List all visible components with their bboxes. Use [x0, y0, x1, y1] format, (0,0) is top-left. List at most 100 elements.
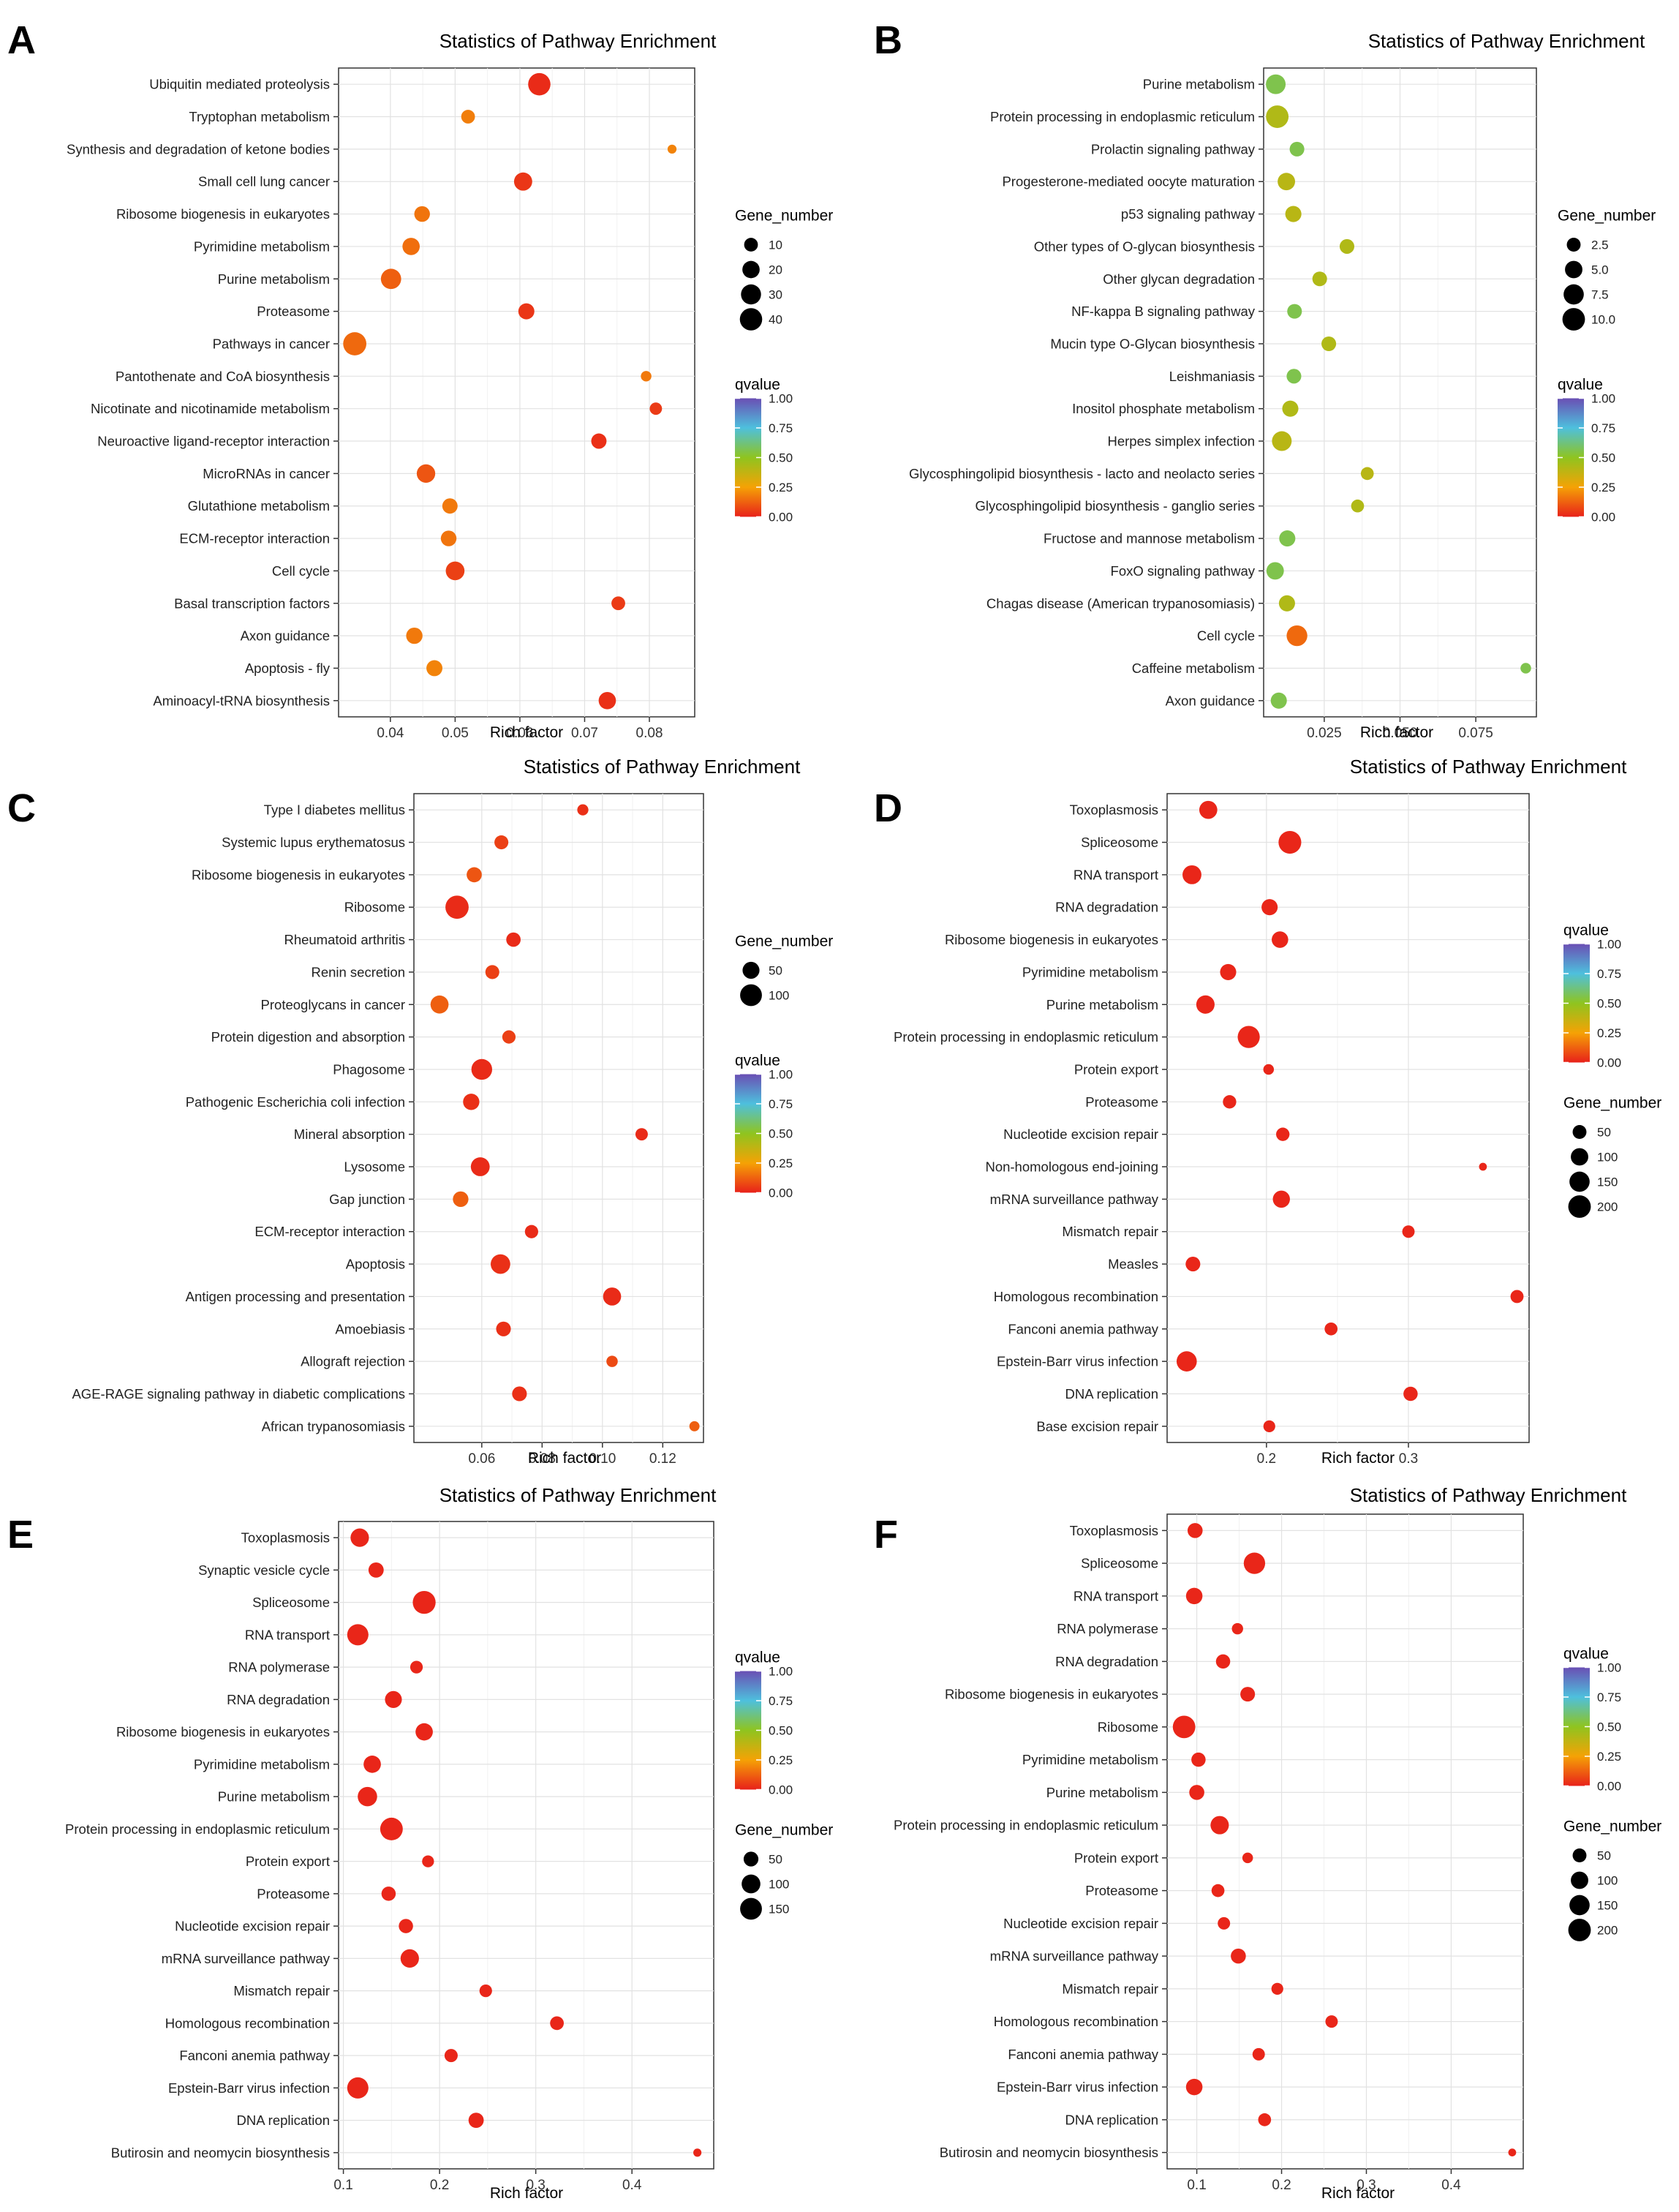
- size-legend-label: 30: [769, 288, 782, 302]
- y-tick-label: Axon guidance: [1166, 693, 1255, 708]
- panel-letter: C: [7, 786, 36, 830]
- chart-title: Statistics of Pathway Enrichment: [439, 30, 717, 52]
- y-tick-label: Lysosome: [344, 1159, 405, 1175]
- color-legend-label: 0.25: [769, 1753, 793, 1767]
- data-point: [468, 2113, 484, 2129]
- size-legend-title: Gene_number: [1563, 1818, 1661, 1835]
- color-legend-label: 0.50: [1597, 997, 1621, 1011]
- y-tick-label: Cell cycle: [1197, 628, 1255, 644]
- data-point: [1263, 1420, 1275, 1432]
- y-tick-label: Protein processing in endoplasmic reticu…: [894, 1029, 1158, 1045]
- data-point: [445, 561, 465, 581]
- y-tick-label: Basal transcription factors: [174, 595, 330, 611]
- data-point: [1276, 1127, 1290, 1141]
- color-legend-label: 0.25: [769, 481, 793, 494]
- size-legend-dot: [1572, 1125, 1587, 1139]
- color-legend-label: 0.00: [769, 1186, 793, 1200]
- y-tick-label: p53 signaling pathway: [1121, 206, 1256, 222]
- data-point: [1282, 400, 1299, 417]
- size-legend-dot: [1569, 1895, 1590, 1916]
- color-legend-label: 0.75: [769, 1694, 793, 1708]
- y-tick-label: Amoebiasis: [335, 1321, 405, 1336]
- size-legend-label: 200: [1597, 1924, 1618, 1938]
- y-tick-label: DNA replication: [1065, 1386, 1158, 1402]
- x-axis-label: Rich factor: [1360, 724, 1433, 741]
- data-point: [1266, 562, 1284, 580]
- size-legend-label: 100: [1597, 1151, 1618, 1165]
- y-tick-label: Ribosome biogenesis in eukaryotes: [116, 206, 330, 222]
- y-tick-label: Proteasome: [1085, 1883, 1158, 1898]
- data-point: [1278, 830, 1302, 854]
- data-point: [1261, 899, 1278, 916]
- y-tick-label: Protein processing in endoplasmic reticu…: [894, 1818, 1158, 1833]
- y-tick-label: Fructose and mannose metabolism: [1044, 531, 1255, 546]
- y-tick-label: Ribosome biogenesis in eukaryotes: [945, 1687, 1158, 1702]
- y-tick-label: Nucleotide excision repair: [1003, 1916, 1158, 1931]
- data-point: [440, 530, 457, 546]
- y-tick-label: Progesterone-mediated oocyte maturation: [1002, 174, 1255, 189]
- size-legend-label: 10: [769, 238, 782, 252]
- size-legend-dot: [1568, 1195, 1591, 1218]
- y-tick-label: Measles: [1108, 1257, 1158, 1272]
- y-tick-label: Non-homologous end-joining: [985, 1159, 1158, 1175]
- color-legend-label: 0.75: [1597, 967, 1621, 981]
- x-tick-label: 0.06: [468, 1451, 495, 1467]
- data-point: [1339, 238, 1354, 254]
- chart-title: Statistics of Pathway Enrichment: [1368, 30, 1645, 52]
- y-tick-label: Mucin type O-Glycan biosynthesis: [1050, 336, 1255, 351]
- size-legend-dot: [1566, 238, 1581, 252]
- panel-letter: B: [874, 18, 902, 62]
- data-point: [1321, 336, 1337, 352]
- plot-area: [338, 67, 695, 718]
- y-tick-label: Toxoplasmosis: [241, 1530, 330, 1546]
- data-point: [1271, 1982, 1283, 1995]
- data-point: [363, 1756, 381, 1773]
- y-tick-label: Ribosome: [344, 900, 405, 915]
- x-axis-label: Rich factor: [1321, 1450, 1395, 1467]
- y-tick-label: Pyrimidine metabolism: [1022, 964, 1158, 979]
- y-tick-label: Nucleotide excision repair: [175, 1919, 330, 1934]
- color-legend-title: qvalue: [1563, 1646, 1609, 1663]
- panel-a: A Statistics of Pathway Enrichment 0.04 0.0…: [7, 18, 833, 741]
- data-point: [649, 402, 663, 415]
- y-tick-label: Mismatch repair: [1062, 1224, 1158, 1239]
- color-legend-label: 0.25: [769, 1156, 793, 1170]
- color-legend-label: 0.50: [1591, 451, 1615, 465]
- color-legend-label: 1.00: [1597, 938, 1621, 952]
- size-legend-dot: [1572, 1848, 1587, 1862]
- data-point: [385, 1690, 402, 1708]
- size-legend-dot: [1565, 260, 1582, 279]
- size-legend-label: 100: [1597, 1874, 1618, 1888]
- size-legend-label: 100: [769, 989, 789, 1003]
- data-point: [1272, 431, 1292, 451]
- data-point: [471, 1058, 493, 1080]
- data-point: [591, 433, 607, 449]
- size-legend-dot: [1562, 308, 1585, 331]
- y-tick-label: Synthesis and degradation of ketone bodi…: [67, 141, 330, 157]
- data-point: [402, 238, 420, 255]
- data-point: [1218, 1916, 1231, 1930]
- y-tick-label: Purine metabolism: [1143, 77, 1255, 92]
- data-point: [415, 1723, 433, 1741]
- panel-letter: A: [7, 18, 36, 62]
- data-point: [426, 660, 443, 677]
- y-tick-label: Epstein-Barr virus infection: [997, 1354, 1158, 1369]
- y-tick-label: Protein processing in endoplasmic reticu…: [65, 1821, 330, 1837]
- x-tick-label: 0.3: [526, 2178, 545, 2193]
- y-tick-label: Fanconi anemia pathway: [1008, 2047, 1158, 2062]
- color-legend-label: 0.75: [1591, 421, 1615, 435]
- y-tick-label: Proteoglycans in cancer: [261, 997, 405, 1012]
- y-tick-label: Ribosome: [1098, 1719, 1158, 1734]
- y-tick-label: Herpes simplex infection: [1107, 434, 1255, 449]
- color-legend-label: 0.25: [1591, 481, 1615, 494]
- data-point: [1479, 1162, 1487, 1171]
- y-tick-label: ECM-receptor interaction: [179, 531, 330, 546]
- x-axis-label: Rich factor: [528, 1450, 601, 1467]
- y-tick-label: Butirosin and neomycin biosynthesis: [940, 2145, 1158, 2160]
- data-point: [1185, 1587, 1203, 1605]
- y-tick-label: mRNA surveillance pathway: [162, 1951, 331, 1966]
- size-legend-dot: [1569, 1171, 1590, 1192]
- data-point: [1237, 1026, 1260, 1048]
- y-tick-label: Protein export: [246, 1854, 330, 1869]
- data-point: [444, 2049, 458, 2063]
